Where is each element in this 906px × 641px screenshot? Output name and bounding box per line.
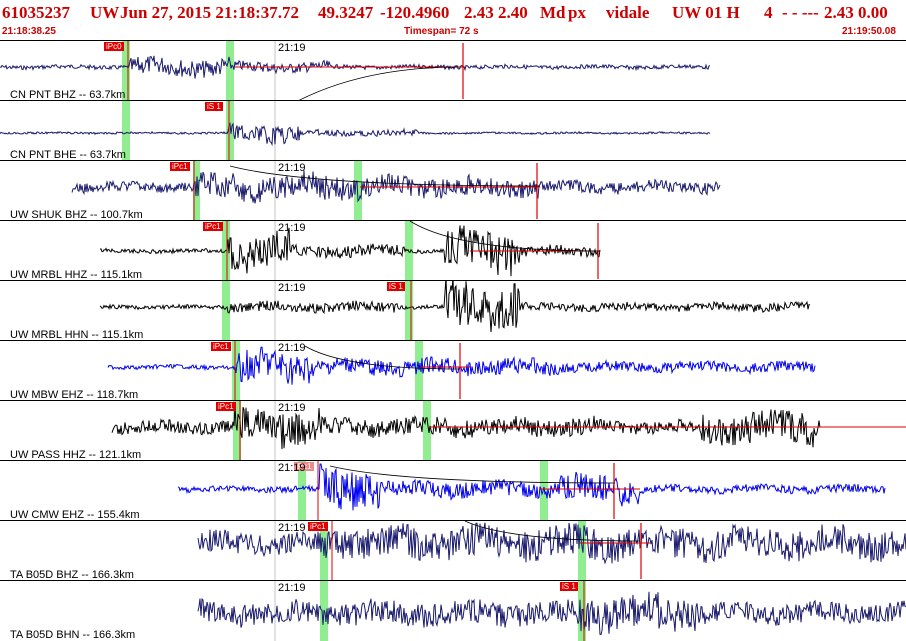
analyst: vidale: [606, 3, 650, 22]
phase-pick-label[interactable]: iPc1: [203, 222, 223, 231]
right-values: 2.43 0.00: [824, 3, 888, 22]
trace-svg: [71, 161, 721, 221]
event-type: px: [568, 3, 586, 22]
trace-svg: [197, 521, 906, 581]
waveform-trace: [99, 225, 601, 277]
magnitude-type: Md: [540, 3, 566, 22]
trace-svg: [177, 461, 886, 521]
waveform-trace: [197, 591, 906, 636]
phase-window: [122, 41, 130, 101]
time-tick-label: 21:19: [278, 282, 306, 294]
quality: 4: [764, 3, 773, 22]
waveform-trace: [0, 121, 711, 147]
station-label: UW CMW EHZ -- 155.4km: [10, 509, 140, 521]
waveform-trace: [177, 463, 886, 511]
waveform-panel[interactable]: iPc1 21:19 UW SHUK BHZ -- 100.7km: [0, 160, 906, 221]
waveform-panel[interactable]: iS 1 21:19 TA B05D BHN -- 166.3km: [0, 580, 906, 641]
trace-svg: [0, 41, 711, 101]
magnitude: 2.43 2.40: [464, 3, 528, 22]
station-label: TA B05D BHZ -- 166.3km: [10, 569, 134, 581]
time-tick-label: 21:19: [278, 402, 306, 414]
time-tick-label: 21:19: [278, 342, 306, 354]
waveform-panel[interactable]: iPc1 21:19 UW MBW EHZ -- 118.7km: [0, 340, 906, 401]
waveform-trace: [197, 522, 906, 565]
waveform-panel[interactable]: iS 1 21:19 UW MRBL HHN -- 115.1km: [0, 280, 906, 341]
time-tick-label: 21:19: [278, 162, 306, 174]
station-label: UW SHUK BHZ -- 100.7km: [10, 209, 143, 221]
waveform-panel[interactable]: iPc1 21:19 UW CMW EHZ -- 155.4km: [0, 460, 906, 521]
start-time: 21:18:38.25: [2, 26, 56, 37]
coda-decay-curve: [229, 165, 541, 187]
station-label: UW MRBL HHZ -- 115.1km: [10, 269, 143, 281]
phase-window: [354, 161, 362, 221]
trace-svg: [111, 401, 906, 461]
trace-svg: [0, 101, 711, 161]
origin-datetime: Jun 27, 2015 21:18:37.72: [120, 3, 299, 22]
station-label: UW MBW EHZ -- 118.7km: [10, 389, 139, 401]
time-bar: 21:18:38.25 Timespan= 72 s 21:19:50.08: [0, 26, 906, 38]
phase-window: [415, 341, 423, 401]
event-header: 61035237 UW Jun 27, 2015 21:18:37.72 49.…: [0, 0, 906, 26]
trace-svg: [107, 341, 816, 401]
coda-decay-curve: [304, 345, 461, 370]
waveform-panel[interactable]: iS 1 CN PNT BHE -- 63.7km: [0, 100, 906, 161]
time-tick-label: 21:19: [278, 222, 306, 234]
network: UW: [90, 3, 120, 22]
coda-decay-curve: [464, 521, 641, 542]
dashes: - - ---: [782, 3, 819, 22]
coda-decay-curve: [409, 221, 601, 252]
trace-svg: [197, 581, 906, 641]
phase-window: [222, 221, 230, 281]
phase-pick-label[interactable]: iS 1: [387, 282, 405, 291]
phase-window: [233, 401, 241, 461]
phase-pick-label[interactable]: iPc1: [294, 462, 314, 471]
coda-decay-curve: [329, 465, 616, 484]
trace-svg: [99, 281, 811, 341]
phase-pick-label[interactable]: iS 1: [560, 582, 578, 591]
phase-pick-label[interactable]: iS 1: [205, 102, 223, 111]
waveform-panel[interactable]: iPc1 21:19 UW PASS HHZ -- 121.1km: [0, 400, 906, 461]
waveform-trace: [107, 346, 816, 385]
phase-window: [122, 101, 130, 161]
latitude: 49.3247: [318, 3, 374, 22]
phase-pick-label[interactable]: iPc1: [308, 522, 328, 531]
time-tick-label: 21:19: [278, 42, 306, 54]
source: UW 01 H: [672, 3, 740, 22]
phase-pick-label[interactable]: iPc1: [170, 162, 190, 171]
waveform-trace: [0, 55, 711, 79]
time-tick-label: 21:19: [278, 522, 306, 534]
phase-pick-label[interactable]: iPc1: [211, 342, 231, 351]
time-tick-label: 21:19: [278, 582, 306, 594]
station-label: UW MRBL HHN -- 115.1km: [10, 329, 144, 341]
phase-window: [423, 401, 431, 461]
phase-window: [540, 461, 548, 521]
event-id: 61035237: [2, 3, 70, 22]
phase-window: [222, 281, 230, 341]
phase-pick-label[interactable]: iPc0: [104, 42, 124, 51]
waveform-panel[interactable]: iPc1 21:19 UW MRBL HHZ -- 115.1km: [0, 220, 906, 281]
phase-window: [226, 41, 234, 101]
waveform-trace: [111, 405, 821, 450]
station-label: CN PNT BHZ -- 63.7km: [10, 89, 126, 101]
phase-window: [405, 281, 413, 341]
phase-pick-label[interactable]: iPc1: [216, 402, 236, 411]
coda-decay-curve: [297, 66, 461, 101]
waveform-panel[interactable]: iPc0 21:19 CN PNT BHZ -- 63.7km: [0, 40, 906, 101]
station-label: TA B05D BHN -- 166.3km: [10, 629, 136, 641]
phase-window: [298, 461, 306, 521]
timespan: Timespan= 72 s: [404, 26, 479, 37]
longitude: -120.4960: [380, 3, 450, 22]
station-label: UW PASS HHZ -- 121.1km: [10, 449, 142, 461]
phase-window: [226, 101, 234, 161]
waveform-panel[interactable]: iPc1 21:19 TA B05D BHZ -- 166.3km: [0, 520, 906, 581]
phase-window: [578, 521, 586, 581]
station-label: CN PNT BHE -- 63.7km: [10, 149, 126, 161]
trace-svg: [99, 221, 601, 281]
time-tick-label: 21:19: [278, 462, 306, 474]
end-time: 21:19:50.08: [842, 26, 896, 37]
waveform-trace: [99, 281, 811, 333]
